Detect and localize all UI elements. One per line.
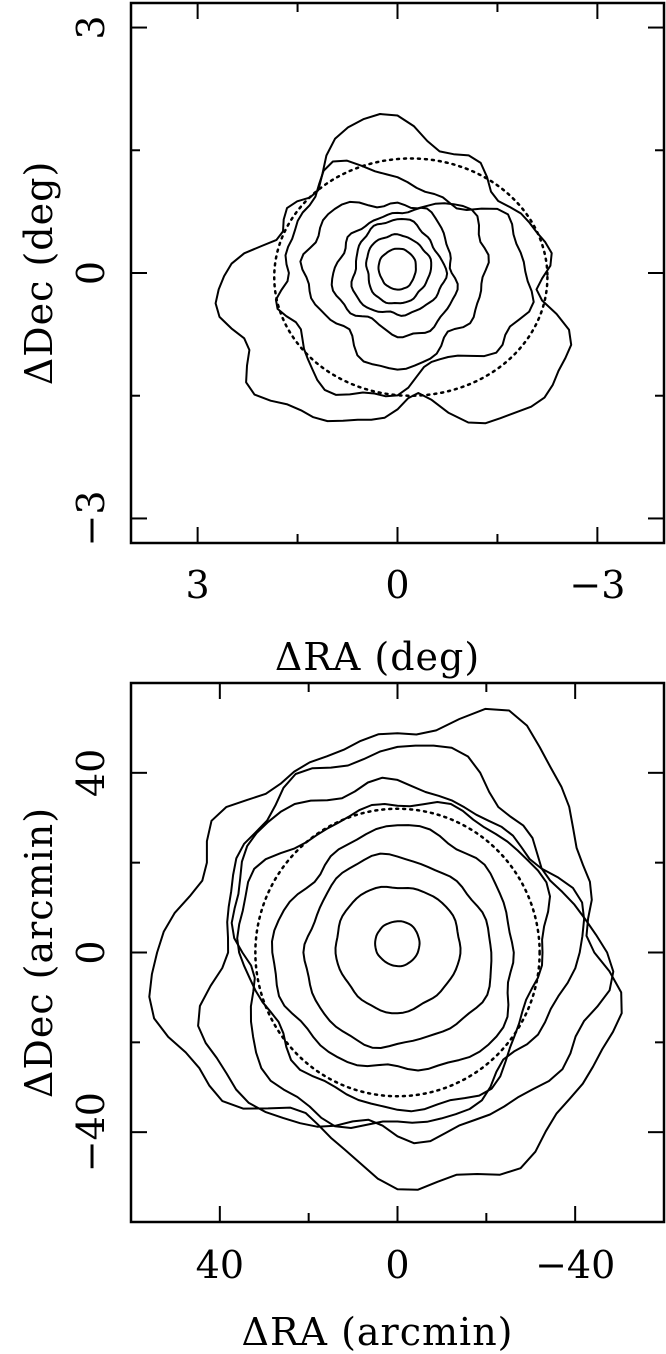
top-y-tick-labels: 3 0 −3	[69, 15, 113, 546]
dotted-contour	[254, 807, 541, 1098]
contour-line-level-1	[374, 920, 421, 968]
bottom-axis-ticks	[130, 682, 665, 1223]
top-contour-lines	[214, 113, 573, 425]
top-y-axis-title: ΔDec (deg)	[17, 161, 61, 386]
contour-line-level-6	[274, 159, 535, 398]
bottom-y-axis-title: ΔDec (arcmin)	[17, 807, 61, 1098]
bottom-x-tick-label: 0	[385, 1243, 409, 1287]
top-x-axis-title: ΔRA (deg)	[275, 635, 480, 679]
bottom-x-tick-label: 40	[196, 1243, 244, 1287]
bottom-x-tick-label: −40	[535, 1243, 615, 1287]
bottom-y-tick-label: −40	[69, 1092, 113, 1172]
top-y-tick-label: −3	[69, 490, 113, 546]
bottom-x-tick-labels: 40 0 −40	[196, 1243, 616, 1287]
bottom-x-axis-title: ΔRA (arcmin)	[242, 1310, 514, 1354]
contour-line-level-7	[214, 113, 573, 425]
contour-line-level-2	[365, 233, 433, 305]
bottom-contour-lines	[148, 707, 623, 1191]
dotted-contour	[272, 157, 549, 397]
contour-line-level-3	[302, 852, 493, 1049]
top-y-tick-label: 3	[69, 15, 113, 39]
top-x-tick-label: 0	[385, 563, 409, 607]
contour-line-level-6	[230, 776, 586, 1129]
contour-line-level-1	[377, 247, 417, 291]
contour-line-level-5	[236, 801, 551, 1113]
bottom-y-tick-labels: 40 0 −40	[69, 749, 113, 1173]
top-y-tick-label: 0	[69, 261, 113, 285]
contour-line-level-7	[197, 744, 615, 1145]
bottom-contour-panel: 40 0 −40 40 0 −40 ΔRA (arcmin) ΔDec (arc…	[17, 681, 666, 1354]
bottom-plot-frame	[129, 681, 666, 1224]
top-x-tick-label: −3	[569, 563, 625, 607]
contour-line-level-4	[271, 824, 515, 1072]
top-x-tick-label: 3	[186, 563, 210, 607]
contour-line-level-2	[334, 885, 462, 1015]
bottom-y-tick-label: 40	[69, 749, 113, 797]
top-contour-panel: 3 0 −3 3 0 −3 ΔRA (deg) ΔDec (deg)	[17, 1, 666, 679]
top-axis-ticks	[131, 3, 664, 543]
contour-line-level-4	[330, 206, 459, 339]
contour-line-level-3	[350, 218, 449, 317]
contour-line-level-8	[148, 707, 623, 1191]
top-x-tick-labels: 3 0 −3	[186, 563, 626, 607]
contour-line-level-5	[299, 200, 490, 371]
top-plot-frame	[129, 1, 666, 545]
bottom-y-tick-label: 0	[69, 940, 113, 964]
